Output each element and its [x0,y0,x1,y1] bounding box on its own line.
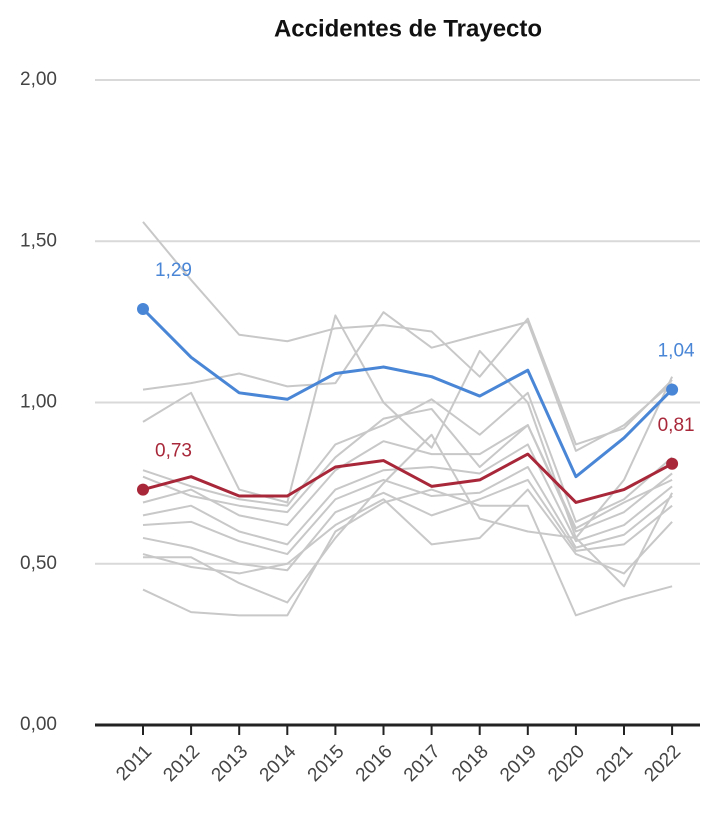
series-line [142,407,673,530]
series-line [142,443,673,546]
point [137,302,149,315]
y-tick-label: 1,50 [20,230,57,251]
x-tick-label: 2017 [400,741,445,786]
y-tick-label: 0,00 [20,714,57,735]
point [666,457,679,470]
x-tick-label: 2022 [640,741,685,786]
point [137,483,149,496]
x-tick-label: 2012 [159,741,204,786]
x-tick-label: 2021 [592,741,637,786]
chart-title: Accidentes de Trayecto [274,15,542,42]
series-line [142,478,673,572]
x-tick-label: 2011 [112,741,156,785]
value-label: 1,29 [155,260,192,281]
x-tick-label: 2019 [496,741,541,786]
x-tick-label: 2015 [304,741,349,786]
x-tick-label: 2018 [448,741,493,786]
x-tick-label: 2014 [256,741,301,786]
x-tick-label: 2020 [544,741,589,786]
series-line [142,424,673,533]
series-line [142,311,673,452]
x-tick-label: 2013 [208,741,253,786]
series-line [142,488,673,575]
value-label: 0,81 [658,415,695,436]
series-line [141,307,674,479]
series-line [142,391,673,523]
value-label: 0,73 [155,441,192,462]
value-label: 1,04 [658,341,695,362]
y-tick-label: 0,50 [20,553,57,574]
series-line [142,452,673,504]
y-tick-label: 2,00 [20,69,57,90]
series-line [142,488,673,617]
series-line [142,466,673,556]
series-line [142,221,673,446]
series-line [143,433,673,604]
x-tick-label: 2016 [352,741,397,786]
point [666,383,679,396]
y-tick-label: 1,00 [20,392,57,413]
